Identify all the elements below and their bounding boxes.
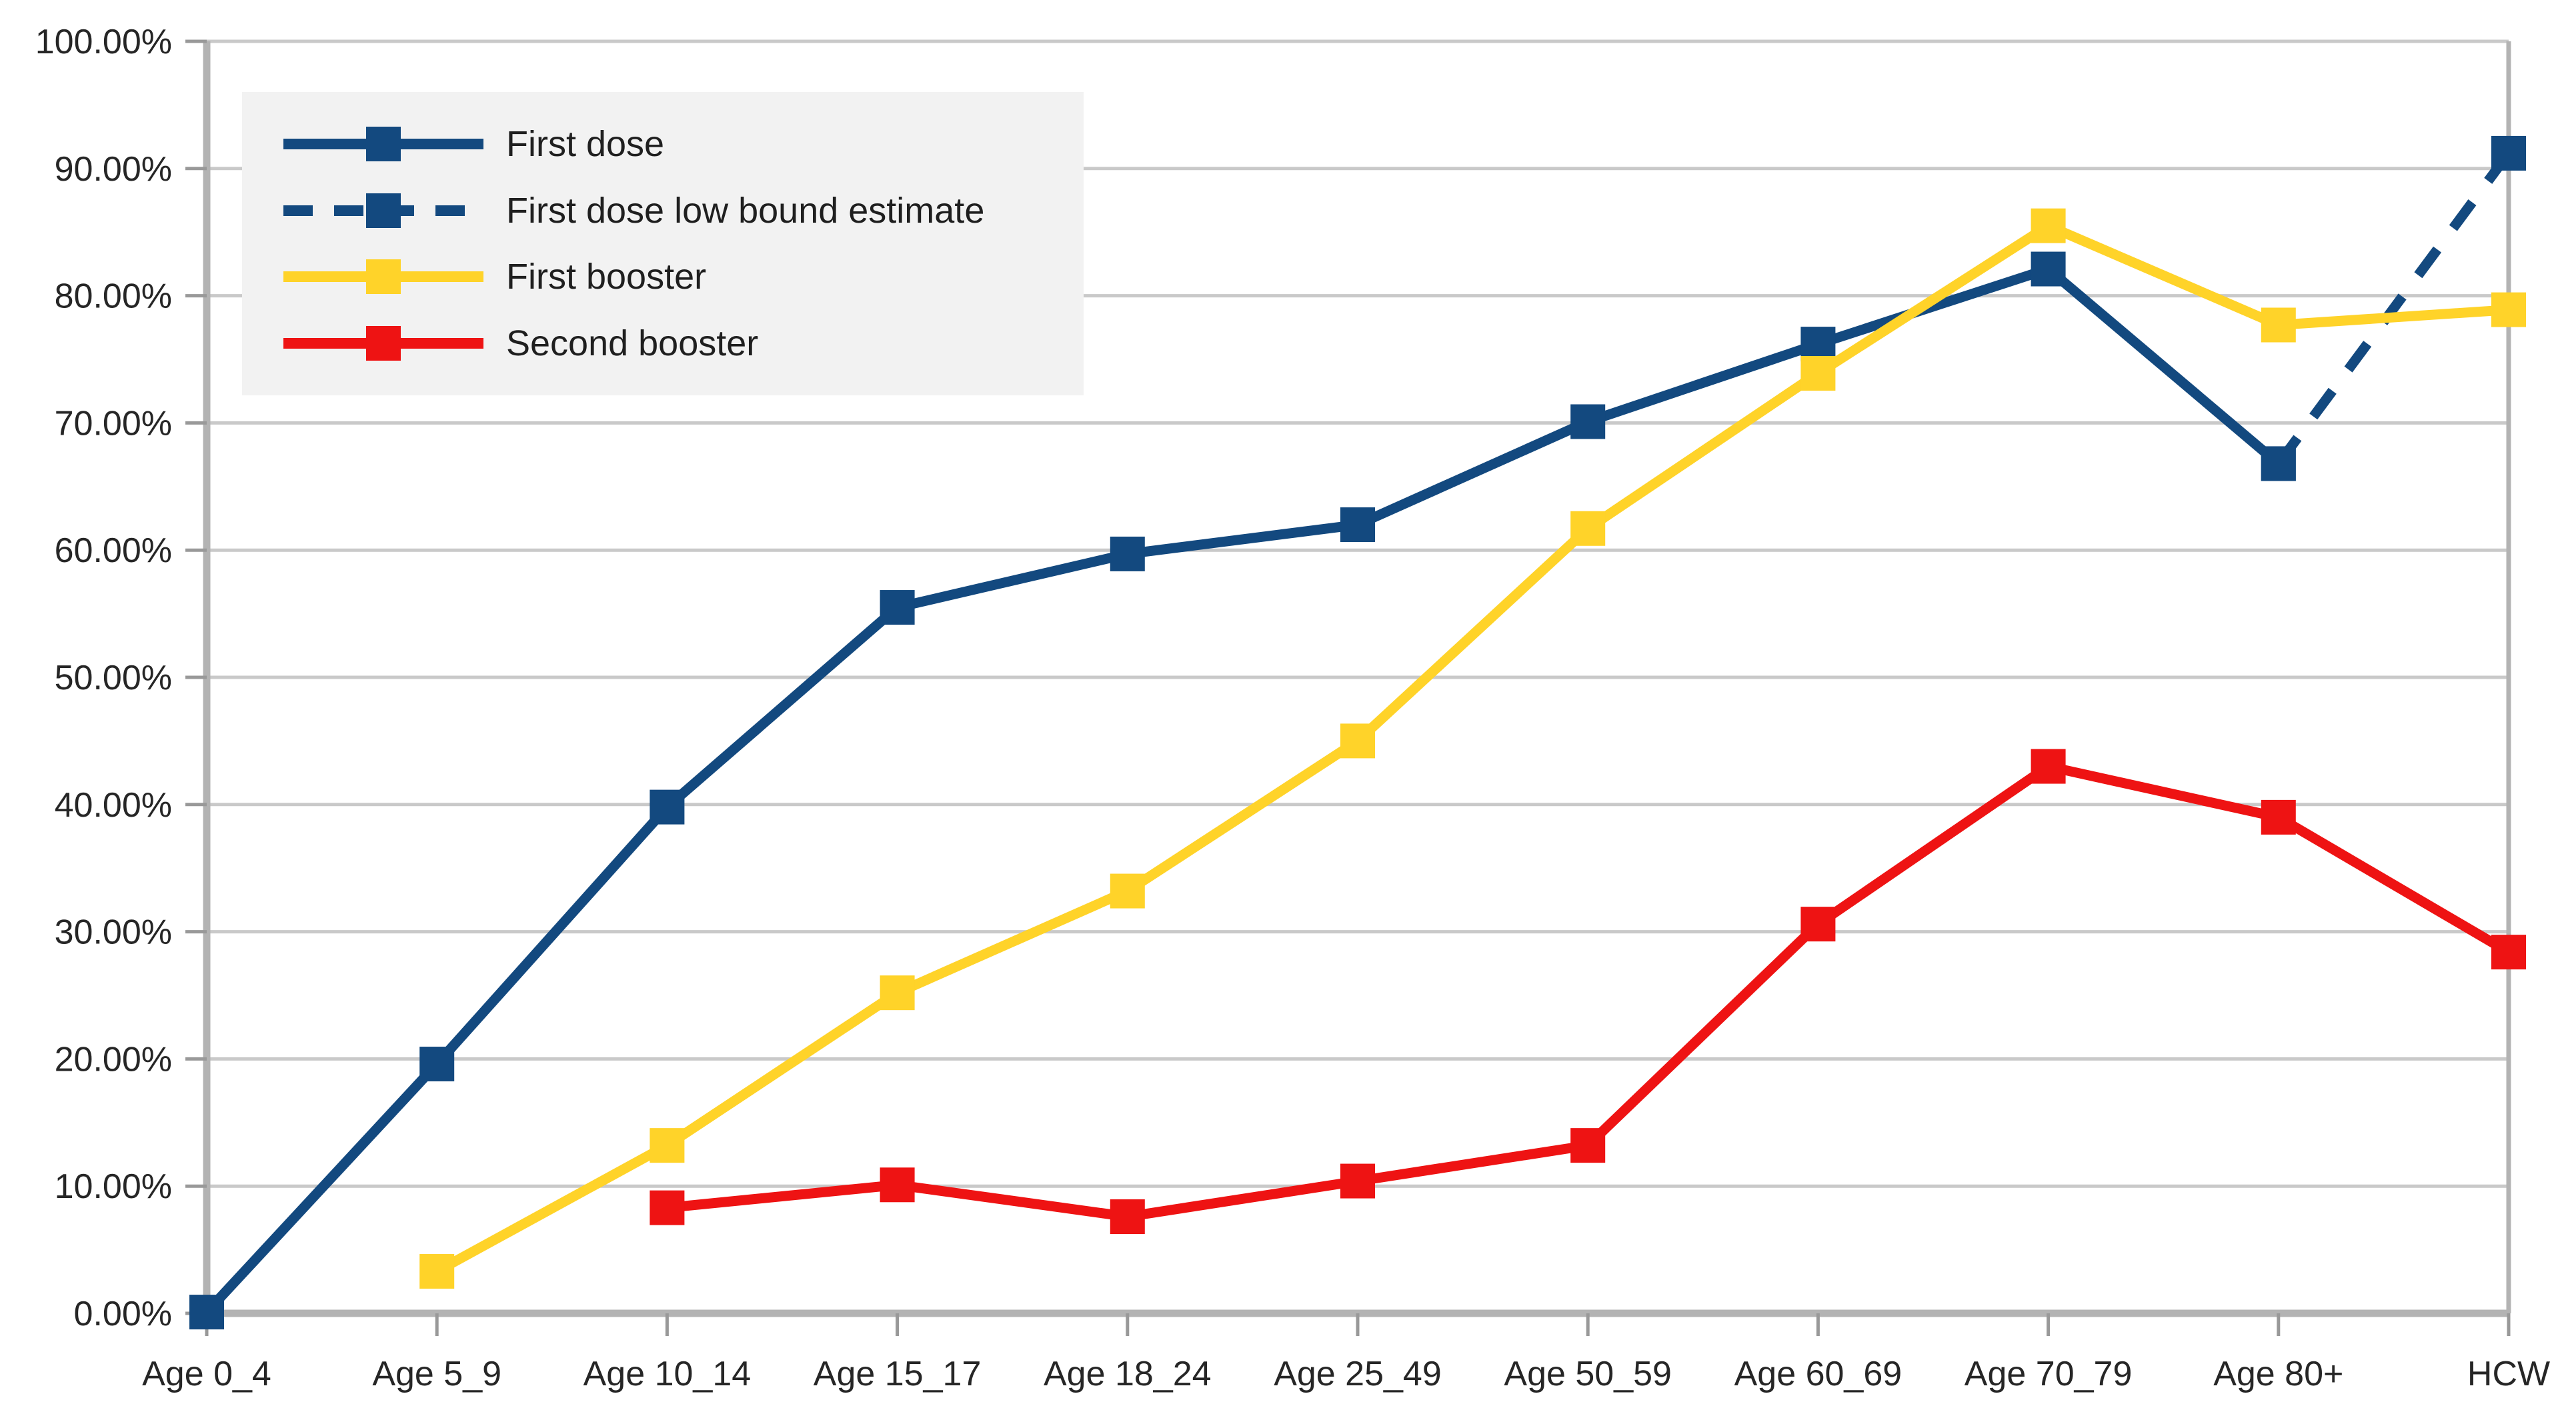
- data-point-marker: [1110, 873, 1145, 909]
- data-point-marker: [1800, 907, 1836, 942]
- legend-item-first-dose-low-bound-estimate: First dose low bound estimate: [283, 189, 1084, 232]
- legend-item-second-booster: Second booster: [283, 322, 1084, 365]
- y-axis-label: 40.00%: [55, 786, 172, 825]
- data-point-marker: [1570, 1128, 1606, 1163]
- data-point-marker: [1800, 327, 1836, 362]
- data-point-marker: [880, 590, 915, 625]
- data-point-marker: [2031, 251, 2066, 287]
- data-point-marker: [650, 1128, 685, 1163]
- x-axis-label: Age 0_4: [142, 1355, 271, 1393]
- data-point-marker: [1340, 723, 1375, 759]
- y-axis-label: 90.00%: [55, 150, 172, 189]
- line-swatch-icon: [283, 326, 483, 361]
- line-swatch-icon: [283, 259, 483, 295]
- data-point-marker: [1570, 404, 1606, 439]
- series-first-dose-low-bound-estimate: [2261, 135, 2526, 481]
- data-point-marker: [2491, 935, 2526, 970]
- data-point-marker: [2261, 307, 2296, 343]
- legend-label: Second booster: [506, 323, 759, 364]
- y-axis-label: 80.00%: [55, 277, 172, 316]
- data-point-marker: [2261, 446, 2296, 481]
- data-point-marker: [1570, 511, 1606, 546]
- legend-label: First dose low bound estimate: [506, 190, 985, 231]
- series-first-booster: [419, 208, 2526, 1289]
- series-line: [203, 263, 2282, 1316]
- data-point-marker: [2491, 135, 2526, 171]
- legend: First dose First dose low bound estimate F…: [242, 92, 1084, 395]
- data-point-marker: [2031, 208, 2066, 243]
- series-second-booster: [650, 749, 2526, 1234]
- x-axis-label: Age 5_9: [372, 1355, 501, 1393]
- legend-label: First booster: [506, 257, 707, 297]
- data-point-marker: [650, 1190, 685, 1225]
- x-axis-label: Age 80+: [2213, 1355, 2343, 1393]
- y-axis-label: 30.00%: [55, 913, 172, 952]
- y-axis-label: 20.00%: [55, 1040, 172, 1079]
- data-point-marker: [1340, 1163, 1375, 1199]
- data-point-marker: [2491, 292, 2526, 327]
- data-point-marker: [880, 1167, 915, 1203]
- data-point-marker: [419, 1047, 455, 1082]
- x-axis-label: Age 18_24: [1044, 1355, 1212, 1393]
- legend-item-first-dose: First dose: [283, 123, 1084, 165]
- data-point-marker: [650, 789, 685, 825]
- data-point-marker: [880, 975, 915, 1011]
- legend-item-first-booster: First booster: [283, 255, 1084, 298]
- data-point-marker: [1340, 507, 1375, 543]
- y-axis-label: 60.00%: [55, 531, 172, 570]
- x-axis-label: Age 70_79: [1965, 1355, 2133, 1393]
- legend-label: First dose: [506, 123, 665, 164]
- y-axis-label: 0.00%: [74, 1295, 172, 1333]
- y-axis-label: 70.00%: [55, 404, 172, 443]
- data-point-marker: [1110, 1199, 1145, 1234]
- dashed-line-swatch-icon: [283, 193, 483, 228]
- series-first-dose: [189, 251, 2296, 1330]
- x-axis-label: Age 60_69: [1734, 1355, 1902, 1393]
- y-axis-label: 10.00%: [55, 1167, 172, 1206]
- x-axis-label: Age 15_17: [814, 1355, 982, 1393]
- data-point-marker: [1110, 536, 1145, 571]
- line-swatch-icon: [283, 126, 483, 161]
- x-axis-label: Age 10_14: [583, 1355, 752, 1393]
- x-axis-label: Age 25_49: [1274, 1355, 1442, 1393]
- series-line: [434, 220, 2509, 1276]
- data-point-marker: [419, 1254, 455, 1289]
- x-axis-label: HCW: [2467, 1355, 2550, 1393]
- data-point-marker: [1800, 355, 1836, 391]
- data-point-marker: [189, 1295, 224, 1330]
- y-axis-label: 100.00%: [35, 23, 172, 61]
- x-axis-label: Age 50_59: [1504, 1355, 1672, 1393]
- y-axis-label: 50.00%: [55, 659, 172, 697]
- series-line: [2274, 150, 2513, 467]
- data-point-marker: [2261, 799, 2296, 835]
- data-point-marker: [2031, 749, 2066, 784]
